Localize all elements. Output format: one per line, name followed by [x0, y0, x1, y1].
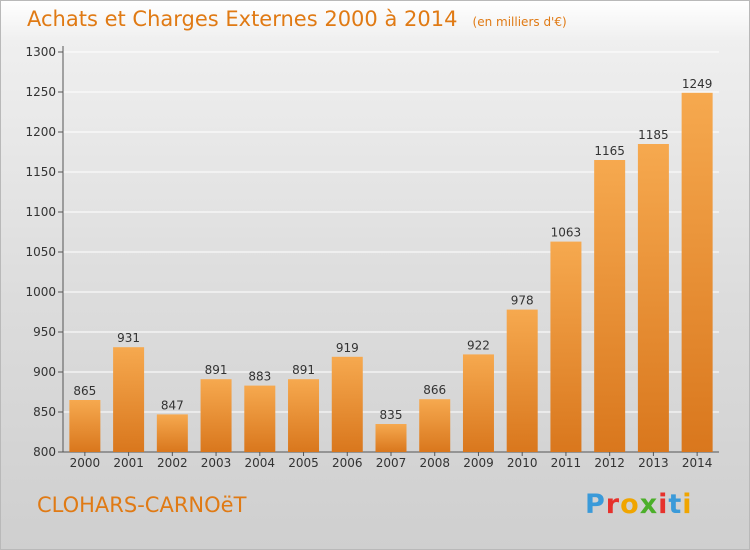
y-tick-label: 1050 — [25, 245, 56, 259]
bar-value-label: 978 — [511, 294, 534, 308]
bar — [200, 379, 232, 452]
y-tick-label: 1250 — [25, 85, 56, 99]
bar — [375, 424, 407, 452]
logo-letter: t — [668, 489, 683, 520]
x-tick-label: 2012 — [594, 456, 625, 470]
x-tick-label: 2011 — [551, 456, 582, 470]
bar-value-label: 1063 — [551, 226, 582, 240]
bar — [506, 309, 538, 452]
y-tick-label: 1000 — [25, 285, 56, 299]
y-tick-label: 850 — [33, 405, 56, 419]
title-row: Achats et Charges Externes 2000 à 2014 (… — [27, 7, 567, 31]
logo-letter: o — [620, 489, 640, 520]
logo-letter: r — [605, 489, 621, 520]
x-tick-label: 2013 — [638, 456, 669, 470]
x-tick-label: 2014 — [682, 456, 713, 470]
commune-name: CLOHARS-CARNOëT — [37, 493, 247, 517]
x-tick-label: 2002 — [157, 456, 188, 470]
chart-subtitle: (en milliers d'€) — [472, 15, 567, 29]
x-tick-label: 2010 — [507, 456, 538, 470]
bar-value-label: 1165 — [594, 144, 625, 158]
chart-title: Achats et Charges Externes 2000 à 2014 — [27, 7, 458, 31]
bar — [244, 385, 276, 452]
bar — [331, 356, 363, 452]
y-tick-label: 950 — [33, 325, 56, 339]
x-tick-label: 2006 — [332, 456, 363, 470]
x-tick-label: 2003 — [201, 456, 232, 470]
y-tick-label: 1100 — [25, 205, 56, 219]
bar — [419, 399, 451, 452]
bar-value-label: 865 — [73, 384, 96, 398]
logo-letter: P — [585, 489, 606, 520]
y-tick-label: 1150 — [25, 165, 56, 179]
x-tick-label: 2004 — [245, 456, 276, 470]
x-tick-label: 2001 — [113, 456, 144, 470]
proxiti-logo: Proxiti — [585, 489, 693, 520]
bar-value-label: 1249 — [682, 77, 713, 91]
x-tick-label: 2007 — [376, 456, 407, 470]
bar — [288, 379, 320, 452]
bar-value-label: 931 — [117, 331, 140, 345]
bar — [113, 347, 145, 452]
bar-value-label: 891 — [292, 363, 315, 377]
y-tick-label: 1300 — [25, 45, 56, 59]
bar-value-label: 891 — [205, 363, 228, 377]
bar — [69, 400, 101, 452]
x-tick-label: 2008 — [419, 456, 450, 470]
bar-value-label: 866 — [423, 383, 446, 397]
bar-value-label: 1185 — [638, 128, 669, 142]
x-tick-label: 2009 — [463, 456, 494, 470]
bar — [156, 414, 188, 452]
logo-letter: x — [639, 489, 659, 520]
x-tick-label: 2000 — [70, 456, 101, 470]
y-tick-label: 1200 — [25, 125, 56, 139]
x-tick-label: 2005 — [288, 456, 319, 470]
bar-value-label: 847 — [161, 398, 184, 412]
logo-letter: i — [658, 489, 669, 520]
bar — [637, 144, 669, 452]
y-tick-label: 900 — [33, 365, 56, 379]
bar — [550, 241, 582, 452]
bar — [681, 92, 713, 453]
bar-value-label: 835 — [380, 408, 403, 422]
y-tick-label: 800 — [33, 445, 56, 459]
logo-letter: i — [682, 489, 693, 520]
bar — [594, 160, 626, 452]
bar — [462, 354, 494, 452]
bar-value-label: 919 — [336, 341, 359, 355]
bar-value-label: 922 — [467, 338, 490, 352]
bar-value-label: 883 — [248, 370, 271, 384]
